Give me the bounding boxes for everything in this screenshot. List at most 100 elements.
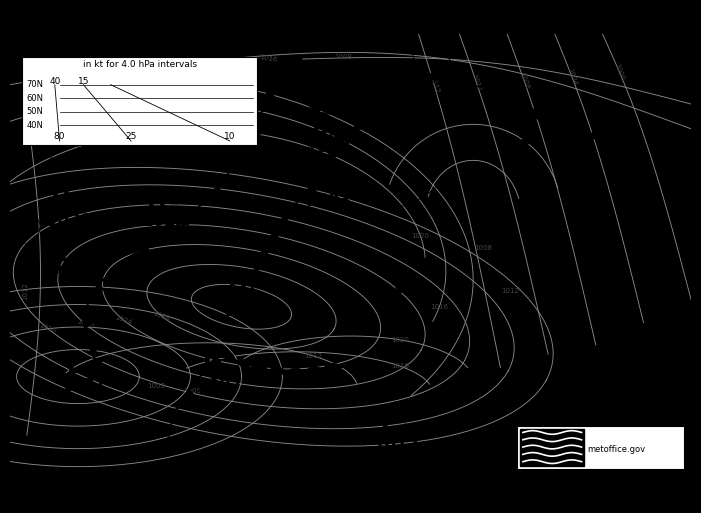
- Polygon shape: [287, 368, 304, 375]
- Polygon shape: [272, 75, 287, 86]
- Polygon shape: [284, 85, 299, 95]
- Polygon shape: [221, 175, 231, 182]
- Polygon shape: [353, 123, 363, 130]
- Text: L: L: [619, 179, 634, 203]
- Polygon shape: [400, 71, 418, 78]
- Polygon shape: [297, 194, 308, 202]
- Polygon shape: [201, 197, 212, 204]
- Text: 1008: 1008: [475, 245, 492, 251]
- Text: 60N: 60N: [26, 94, 43, 103]
- Text: metoffice.gov: metoffice.gov: [587, 445, 646, 454]
- Polygon shape: [94, 284, 104, 292]
- Text: H: H: [51, 190, 71, 214]
- Text: 1007: 1007: [196, 377, 242, 394]
- Polygon shape: [522, 138, 531, 146]
- Polygon shape: [167, 438, 176, 446]
- Polygon shape: [523, 126, 532, 133]
- Text: 1016: 1016: [38, 323, 57, 334]
- Polygon shape: [512, 102, 522, 109]
- Polygon shape: [438, 75, 456, 83]
- Text: 1010: 1010: [591, 377, 637, 394]
- Polygon shape: [522, 108, 538, 117]
- Text: 1008: 1008: [518, 71, 530, 90]
- Text: 40N: 40N: [26, 121, 43, 130]
- Polygon shape: [395, 311, 404, 320]
- Text: L: L: [381, 413, 395, 437]
- Text: 1012: 1012: [305, 353, 322, 359]
- Bar: [22, 57, 257, 145]
- Polygon shape: [511, 98, 526, 109]
- Polygon shape: [346, 134, 355, 142]
- Polygon shape: [252, 288, 261, 297]
- Polygon shape: [389, 262, 398, 269]
- Text: 1016: 1016: [430, 304, 448, 310]
- Polygon shape: [179, 218, 189, 225]
- Bar: [520, 429, 584, 466]
- Polygon shape: [391, 324, 400, 332]
- Polygon shape: [252, 274, 261, 285]
- Polygon shape: [83, 321, 92, 328]
- Polygon shape: [360, 111, 369, 119]
- Text: 1000: 1000: [613, 63, 625, 82]
- Polygon shape: [218, 352, 234, 361]
- Polygon shape: [329, 146, 340, 157]
- Polygon shape: [382, 68, 399, 76]
- Text: 1020: 1020: [76, 318, 95, 330]
- Polygon shape: [396, 286, 405, 294]
- Polygon shape: [314, 171, 324, 179]
- Polygon shape: [192, 379, 203, 385]
- Polygon shape: [326, 123, 337, 134]
- Polygon shape: [165, 227, 176, 234]
- Text: L: L: [313, 115, 327, 140]
- Polygon shape: [271, 227, 283, 237]
- Text: L: L: [53, 242, 69, 266]
- Text: 1012: 1012: [470, 73, 482, 92]
- Text: L: L: [599, 354, 613, 378]
- Text: 1012: 1012: [373, 435, 419, 453]
- Polygon shape: [88, 296, 97, 304]
- Polygon shape: [317, 112, 330, 123]
- Polygon shape: [586, 132, 604, 140]
- Polygon shape: [139, 246, 149, 252]
- Polygon shape: [254, 263, 264, 271]
- Text: 1020: 1020: [392, 337, 409, 343]
- Text: 1012: 1012: [22, 282, 28, 300]
- Text: 1008: 1008: [148, 384, 165, 389]
- Polygon shape: [374, 87, 383, 95]
- Polygon shape: [251, 128, 261, 136]
- Polygon shape: [307, 102, 321, 113]
- Text: 80: 80: [54, 132, 65, 141]
- Text: 1016: 1016: [259, 54, 278, 64]
- Polygon shape: [456, 78, 474, 86]
- Text: L: L: [203, 354, 218, 378]
- Polygon shape: [202, 367, 212, 374]
- Polygon shape: [268, 367, 285, 374]
- Polygon shape: [337, 146, 347, 153]
- Polygon shape: [279, 216, 290, 224]
- Text: 1016: 1016: [392, 363, 409, 369]
- Text: 1012: 1012: [502, 288, 519, 294]
- Polygon shape: [153, 236, 163, 243]
- Polygon shape: [307, 182, 318, 192]
- Polygon shape: [367, 99, 376, 107]
- Polygon shape: [261, 104, 271, 112]
- Text: 10: 10: [224, 132, 236, 141]
- Text: 1024: 1024: [142, 212, 188, 230]
- Polygon shape: [212, 186, 222, 193]
- Text: H: H: [147, 190, 166, 214]
- Polygon shape: [245, 140, 254, 148]
- Polygon shape: [114, 264, 123, 270]
- Polygon shape: [569, 129, 585, 136]
- Polygon shape: [397, 299, 406, 307]
- Text: 1015: 1015: [46, 264, 92, 282]
- Text: 1020: 1020: [411, 232, 429, 239]
- Text: 997: 997: [617, 201, 652, 219]
- Polygon shape: [85, 308, 94, 316]
- Polygon shape: [258, 116, 267, 124]
- Text: 1001: 1001: [60, 377, 106, 394]
- Text: 25: 25: [125, 132, 137, 141]
- Polygon shape: [177, 401, 186, 408]
- Polygon shape: [394, 274, 403, 282]
- Polygon shape: [419, 73, 437, 80]
- Polygon shape: [264, 240, 274, 247]
